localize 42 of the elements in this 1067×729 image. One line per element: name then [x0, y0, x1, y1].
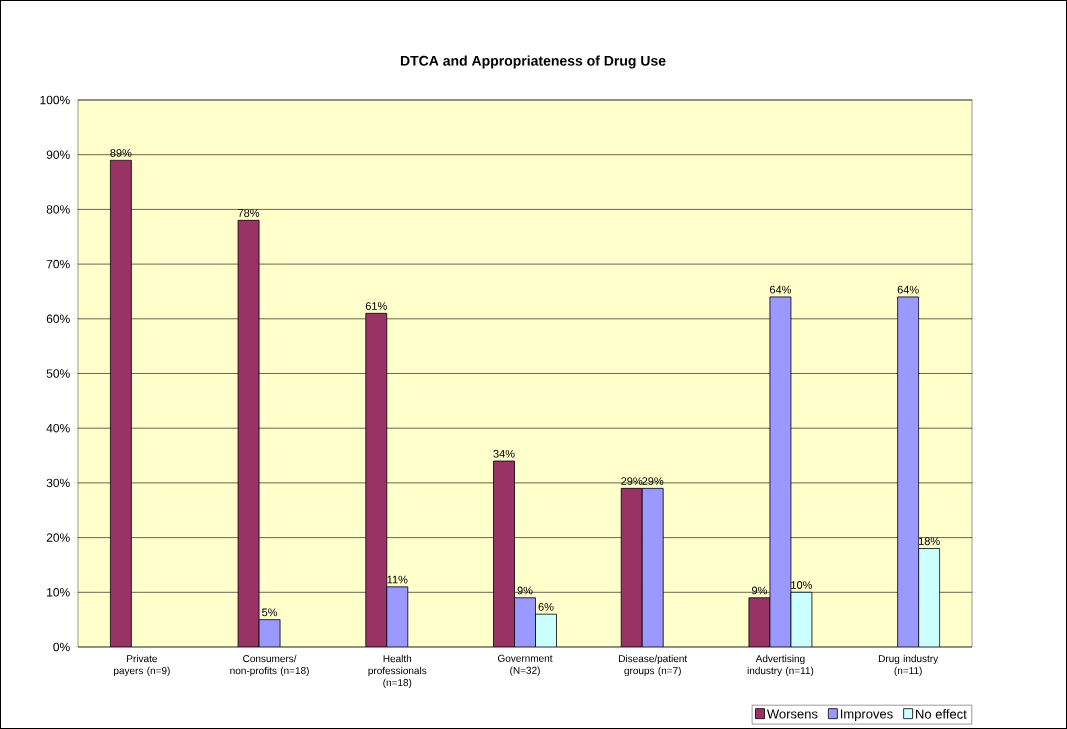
data-label: 9%: [752, 586, 767, 595]
data-label: 10%: [791, 581, 813, 589]
data-label: 64%: [897, 285, 919, 294]
legend-label: No effect: [916, 709, 967, 719]
y-tick-label: 90%: [46, 150, 70, 159]
chart-title: DTCA and Appropriateness of Drug Use: [400, 55, 666, 69]
x-tick-label: Private payers (n=9): [114, 654, 170, 677]
y-tick-label: 50%: [46, 369, 70, 378]
data-label: 5%: [262, 608, 278, 617]
x-tick-label: Drug industry (n=11): [878, 654, 939, 677]
bar: [897, 296, 920, 647]
y-tick-label: 10%: [47, 588, 70, 597]
y-tick-label: 70%: [46, 259, 70, 269]
data-label: 89%: [110, 148, 132, 157]
bar: [769, 296, 792, 647]
y-tick-label: 20%: [46, 533, 70, 542]
legend-label: Improves: [840, 709, 893, 722]
y-tick-label: 100%: [40, 95, 70, 105]
bar: [641, 487, 664, 647]
data-label: 9%: [517, 586, 533, 595]
y-tick-label: 60%: [46, 314, 70, 324]
bar: [386, 586, 409, 647]
data-label: 18%: [918, 537, 940, 546]
y-tick-label: 30%: [46, 478, 70, 488]
x-tick-label: Advertising industry (n=11): [747, 654, 814, 677]
data-label: 6%: [538, 603, 554, 611]
y-tick-label: 80%: [46, 205, 70, 214]
x-tick-label: Disease/patient groups (n=7): [619, 654, 688, 677]
data-label: 11%: [387, 575, 408, 584]
x-tick-label: Government (N=32): [497, 654, 553, 676]
y-tick-label: 40%: [46, 423, 70, 433]
x-tick-label: Health professionals (n=18): [368, 654, 427, 689]
data-label: 29%: [621, 477, 643, 485]
data-label: 78%: [238, 209, 260, 217]
bar: [514, 597, 536, 647]
legend-label: Worsens: [766, 709, 818, 719]
y-tick-label: 0%: [53, 642, 70, 652]
data-label: 34%: [493, 449, 515, 458]
data-label: 61%: [365, 302, 387, 310]
x-tick-label: Consumers/ non-profits (n=18): [230, 654, 309, 677]
data-label: 64%: [769, 285, 792, 294]
data-label: 29%: [642, 477, 664, 485]
